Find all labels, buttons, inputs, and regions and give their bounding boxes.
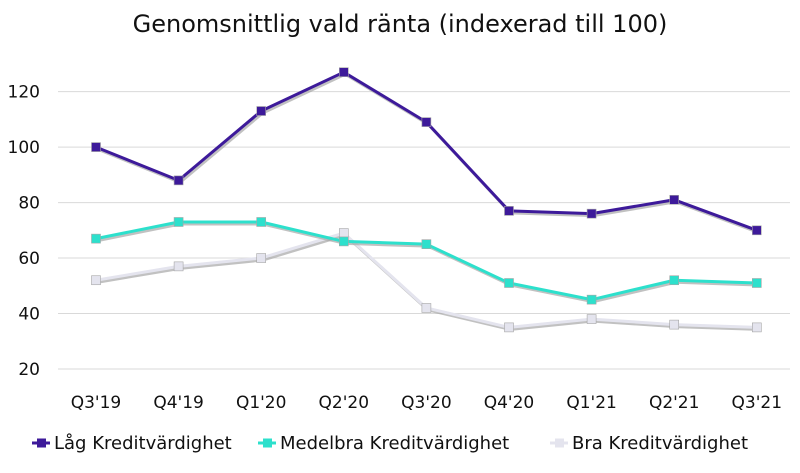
legend-item: Bra Kreditvärdighet xyxy=(550,433,748,454)
series-line xyxy=(95,70,758,232)
data-point xyxy=(338,228,349,238)
x-tick-label: Q1'20 xyxy=(236,393,287,413)
data-point xyxy=(669,319,680,330)
data-point xyxy=(504,278,514,288)
data-point xyxy=(421,303,432,313)
data-point xyxy=(586,294,597,305)
data-point xyxy=(173,217,184,227)
legend-label: Bra Kreditvärdighet xyxy=(572,433,748,454)
y-tick-label: 20 xyxy=(18,360,40,380)
legend-label: Medelbra Kreditvärdighet xyxy=(280,433,509,454)
x-tick-label: Q1'21 xyxy=(566,393,617,413)
data-point xyxy=(421,117,432,127)
grid-layer xyxy=(58,91,790,370)
x-axis-ticks: Q3'19 Q4'19 Q1'20 Q2'20 Q3'20 Q4'20 Q1'21 Q2'21… xyxy=(71,393,782,413)
series-line-shadow xyxy=(97,222,759,304)
chart-title: Genomsnittlig vald ränta (indexerad till… xyxy=(133,10,668,38)
y-tick-label: 80 xyxy=(18,194,40,214)
data-point xyxy=(256,253,267,263)
legend-item: Låg Kreditvärdighet xyxy=(32,433,232,454)
series-layer xyxy=(91,67,762,333)
legend-label: Låg Kreditvärdighet xyxy=(54,433,232,454)
data-point xyxy=(669,194,680,205)
series-group xyxy=(91,217,762,305)
data-point xyxy=(256,106,267,116)
data-point xyxy=(586,314,597,324)
legend-marker xyxy=(263,438,272,448)
data-point xyxy=(751,322,762,333)
legend: Låg Kreditvärdighet Medelbra Kreditvärdig… xyxy=(32,433,748,454)
data-point xyxy=(173,175,184,186)
data-point xyxy=(91,142,101,152)
data-point xyxy=(504,322,514,333)
data-point xyxy=(256,217,267,227)
data-point xyxy=(504,206,514,216)
legend-marker xyxy=(37,438,46,448)
x-tick-label: Q3'19 xyxy=(71,393,122,413)
y-tick-label: 120 xyxy=(8,83,40,103)
data-point xyxy=(751,225,762,236)
y-tick-label: 100 xyxy=(8,138,40,158)
y-tick-label: 60 xyxy=(18,249,40,269)
x-tick-label: Q2'20 xyxy=(319,393,370,413)
series-group xyxy=(91,67,762,236)
x-tick-label: Q4'19 xyxy=(153,393,204,413)
x-tick-label: Q4'20 xyxy=(484,393,535,413)
series-line-shadow xyxy=(96,72,759,234)
y-tick-label: 40 xyxy=(18,305,40,325)
data-point xyxy=(669,275,680,286)
data-point xyxy=(751,278,762,288)
legend-marker xyxy=(555,438,564,448)
x-tick-label: Q3'20 xyxy=(401,393,452,413)
data-point xyxy=(91,275,101,286)
data-point xyxy=(91,233,101,244)
data-point xyxy=(338,67,349,77)
x-tick-label: Q3'21 xyxy=(732,393,783,413)
y-axis-ticks: 20 40 60 80 100 120 xyxy=(8,83,40,380)
data-point xyxy=(586,208,597,219)
data-point xyxy=(338,236,349,247)
data-point xyxy=(173,261,184,272)
legend-item: Medelbra Kreditvärdighet xyxy=(258,433,509,454)
data-point xyxy=(421,239,432,249)
x-tick-label: Q2'21 xyxy=(649,393,700,413)
series-group xyxy=(91,228,762,333)
